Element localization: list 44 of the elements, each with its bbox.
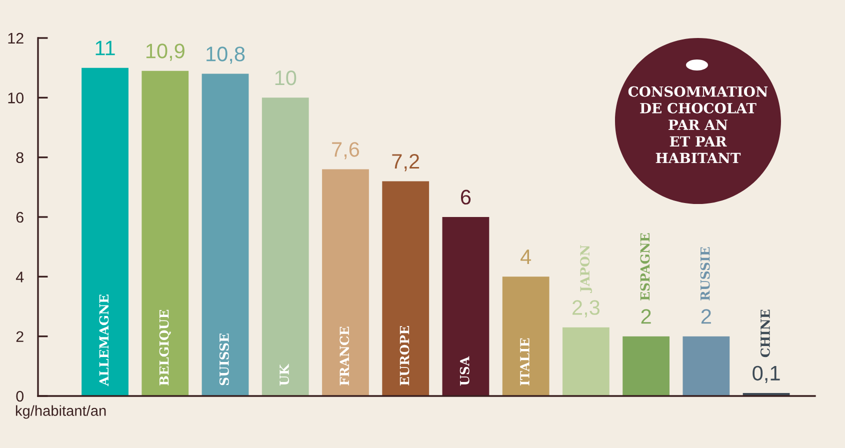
data-label: 2,3 — [572, 300, 600, 318]
y-tick-label: 0 — [16, 390, 24, 402]
text: CONSOMMATION DE CHOCOLAT PAR AN ET PAR HABITANT — [628, 86, 768, 164]
bar — [382, 181, 430, 396]
bar — [262, 98, 309, 396]
data-label: 6 — [460, 190, 471, 205]
data-label: 2 — [701, 309, 711, 324]
y-tick-label: 12 — [8, 32, 24, 44]
x-tick-label: RUSSIE — [700, 247, 710, 300]
data-label: 10,8 — [206, 46, 245, 64]
x-tick-label: ITALIE — [520, 338, 530, 386]
bar — [442, 217, 490, 396]
bar — [322, 169, 369, 396]
data-label: 0,1 — [752, 366, 780, 384]
data-label: 10 — [275, 70, 296, 86]
bar — [202, 74, 249, 396]
x-tick-label: BELGIQUE — [159, 310, 171, 386]
x-tick-label: UK — [280, 364, 290, 386]
y-tick-label: 4 — [16, 272, 24, 282]
bar — [142, 70, 189, 396]
data-label: 7,6 — [332, 142, 360, 160]
x-tick-label: EUROPE — [400, 326, 410, 386]
x-tick-label: ESPAGNE — [640, 233, 650, 300]
data-label: 2 — [641, 309, 651, 324]
data-label: 11 — [96, 40, 115, 56]
bar — [562, 327, 610, 396]
y-tick-label: 2 — [16, 331, 24, 342]
data-label: 10,9 — [146, 44, 184, 61]
x-tick-label: ALLEMAGNE — [99, 294, 109, 386]
y-tick-label: 6 — [16, 212, 24, 223]
y-axis-title: kg/habitant/an — [16, 405, 106, 419]
data-label: 7,2 — [392, 154, 420, 172]
bar — [682, 336, 730, 396]
data-label: 4 — [520, 250, 532, 264]
x-tick-label: CHINE — [760, 310, 770, 358]
bar — [622, 336, 670, 396]
x-tick-label: SUISSE — [219, 334, 229, 386]
bar — [82, 68, 128, 396]
bar — [502, 276, 550, 396]
x-tick-label: JAPON — [580, 245, 592, 293]
y-tick-label: 10 — [8, 92, 24, 104]
x-tick-label: USA — [460, 356, 470, 386]
y-tick-label: 8 — [16, 152, 24, 164]
x-tick-label: FRANCE — [340, 326, 350, 386]
